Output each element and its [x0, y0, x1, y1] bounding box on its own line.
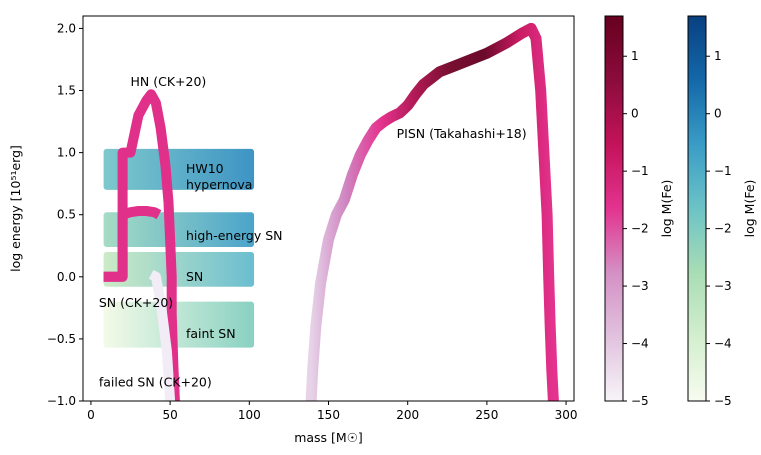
x-axis-label: mass [M☉] [294, 430, 363, 445]
annotation-5: hypernova [186, 177, 253, 192]
colorbar-purd: 1 0 −1 −2 −3 −4 −5 log M(Fe) [604, 15, 674, 408]
colorbar-tick-label: −2 [631, 222, 649, 236]
series-line-pisn-takahashi-18 [305, 22, 559, 402]
annotation-7: SN [186, 269, 203, 284]
colorbar-tick-label: 0 [714, 107, 722, 121]
series-line-failed-sn-ck-20 [148, 269, 176, 402]
annotation-3: PISN (Takahashi+18) [397, 126, 527, 141]
annotation-1: SN (CK+20) [99, 295, 173, 310]
x-tick-label-6: 300 [555, 408, 578, 422]
colorbar-tick-label: −5 [714, 394, 732, 408]
colorbar-gnbu: 1 0 −1 −2 −3 −4 −5 log M(Fe) [687, 15, 757, 408]
colorbar-tick-label: −3 [714, 279, 732, 293]
series-layer [103, 22, 559, 402]
annotation-4: HW10 [186, 161, 224, 176]
series-line-hn-ck-20 [103, 89, 180, 402]
colorbar-fill [604, 15, 624, 402]
colorbar-label: log M(Fe) [742, 180, 757, 238]
colorbar-tick-label: −5 [631, 394, 649, 408]
y-tick-label-6: 2.0 [57, 21, 76, 35]
x-tick-label-1: 50 [162, 408, 177, 422]
y-tick-label-2: 0.0 [57, 270, 76, 284]
x-tick-label-5: 250 [475, 408, 498, 422]
y-axis-ticks: −1.0 −0.5 0.0 0.5 1.0 1.5 2.0 [47, 21, 83, 408]
annotation-2: failed SN (CK+20) [99, 374, 212, 389]
x-axis-ticks: 0 50 100 150 200 250 300 [87, 401, 578, 422]
annotations-layer: HN (CK+20) SN (CK+20) failed SN (CK+20) PIS… [99, 74, 527, 390]
x-tick-label-3: 150 [317, 408, 340, 422]
colorbar-tick-label: 1 [714, 49, 722, 63]
colorbars: 1 0 −1 −2 −3 −4 −5 log M(Fe) 1 0 −1 −2 −3 −4 −5 log M(F… [604, 15, 757, 408]
x-tick-label-4: 200 [396, 408, 419, 422]
colorbar-tick-label: −4 [714, 337, 732, 351]
colorbar-tick-label: 1 [631, 49, 639, 63]
colorbar-tick-label: −2 [714, 222, 732, 236]
colorbar-tick-label: −1 [714, 164, 732, 178]
colorbar-label: log M(Fe) [659, 180, 674, 238]
x-tick-label-2: 100 [238, 408, 261, 422]
y-tick-label-0: −1.0 [47, 394, 76, 408]
bands-layer [103, 148, 255, 348]
annotation-0: HN (CK+20) [131, 74, 207, 89]
colorbar-tick-label: −4 [631, 337, 649, 351]
band-faint-sn [103, 301, 255, 348]
annotation-6: high-energy SN [186, 228, 283, 243]
y-tick-label-4: 1.0 [57, 146, 76, 160]
y-axis-label: log energy [10⁵¹erg] [8, 145, 23, 272]
y-tick-label-1: −0.5 [47, 332, 76, 346]
colorbar-tick-label: −3 [631, 279, 649, 293]
annotation-8: faint SN [186, 326, 236, 341]
colorbar-tick-label: −1 [631, 164, 649, 178]
y-tick-label-5: 1.5 [57, 84, 76, 98]
band-sn [103, 251, 255, 287]
series-line-sn-ck-20 [103, 206, 162, 282]
colorbar-fill [687, 15, 707, 402]
band-high-energy-sn [103, 212, 255, 247]
band-hw10-hypernova [103, 148, 255, 190]
y-tick-label-3: 0.5 [57, 208, 76, 222]
x-tick-label-0: 0 [87, 408, 95, 422]
colorbar-tick-label: 0 [631, 107, 639, 121]
